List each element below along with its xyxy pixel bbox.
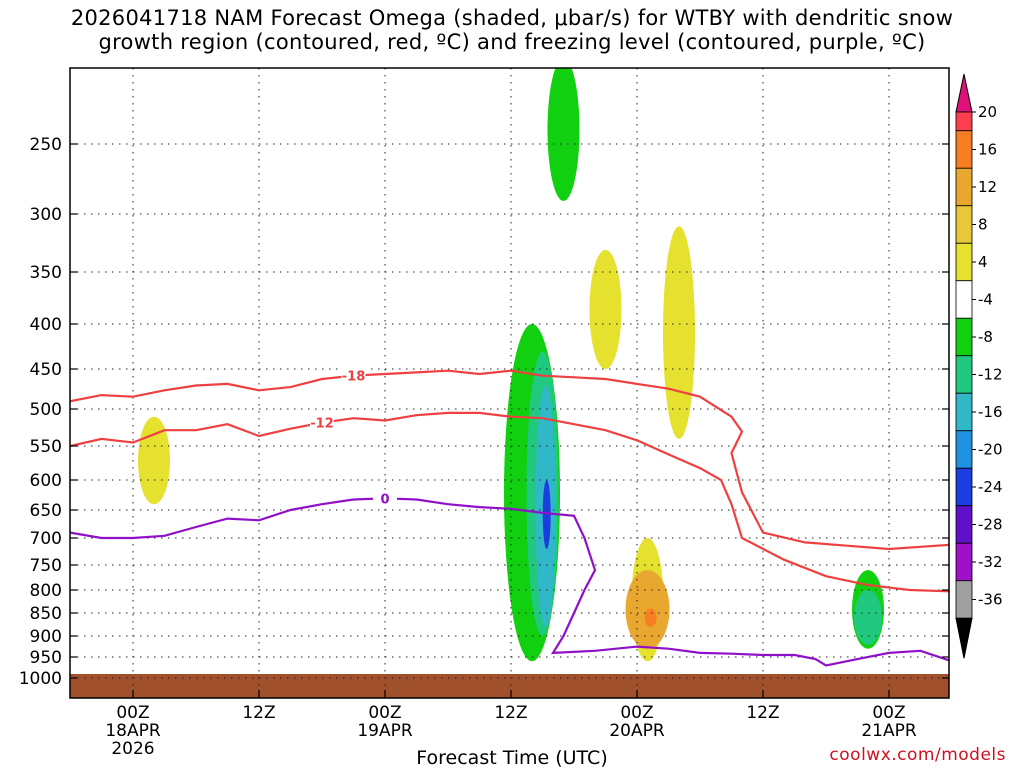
x-tick-label: 20APR [609, 721, 665, 741]
y-tick-label: 650 [30, 501, 62, 521]
x-tick-label: 00Z [620, 703, 653, 723]
y-tick-label: 250 [30, 135, 62, 155]
colorbar-label: -32 [978, 553, 1003, 571]
x-tick-label: 00Z [116, 703, 149, 723]
x-tick-label: 2026 [111, 739, 154, 759]
x-tick-label: 12Z [242, 703, 275, 723]
colorbar-swatch [955, 280, 973, 319]
y-tick-label: 750 [30, 556, 62, 576]
x-tick-label: 19APR [357, 721, 413, 741]
colorbar-swatch [955, 430, 973, 469]
y-tick-label: 900 [30, 627, 62, 647]
plot-frame [69, 67, 950, 699]
omega-area-4 [547, 68, 580, 201]
x-axis-label: Forecast Time (UTC) [416, 747, 608, 769]
contour-label-bg [341, 367, 366, 383]
colorbar-swatch [955, 542, 973, 582]
title-line-2: growth region (contoured, red, ºC) and f… [98, 30, 926, 54]
y-tick-label: 600 [30, 471, 62, 491]
x-tick-label: 21APR [861, 721, 917, 741]
site-credit: coolwx.com/models [829, 745, 1006, 765]
contour-label--12: -12 [310, 417, 334, 432]
colorbar-swatch [955, 242, 973, 282]
contour-label-bg [310, 414, 334, 430]
title-line-1: 2026041718 NAM Forecast Omega (shaded, μ… [70, 6, 954, 30]
colorbar-swatch [955, 167, 973, 207]
colorbar-label: -28 [978, 516, 1003, 534]
omega-area-1 [589, 249, 622, 369]
x-tick-label: 12Z [494, 703, 527, 723]
colorbar-label: -24 [978, 478, 1003, 496]
colorbar-swatch [955, 580, 973, 619]
colorbar-label: -8 [978, 328, 993, 346]
y-tick-label: 700 [30, 529, 62, 549]
colorbar-swatch [955, 355, 973, 394]
y-tick-label: 550 [30, 437, 62, 457]
colorbar-label: 4 [978, 253, 988, 271]
omega-core-5 [854, 590, 882, 645]
colorbar-swatch [955, 130, 973, 169]
colorbar-label: 20 [978, 103, 997, 121]
colorbar-label: -36 [978, 591, 1003, 609]
contour-0 [70, 497, 949, 667]
colorbar-label: 16 [978, 141, 997, 159]
chart-title: 2026041718 NAM Forecast Omega (shaded, μ… [0, 6, 1024, 54]
x-tick-label: 18APR [105, 721, 161, 741]
colorbar-swatch [955, 467, 973, 507]
omega-core-3 [625, 570, 670, 649]
y-tick-label: 500 [30, 400, 62, 420]
y-tick-label: 300 [30, 205, 62, 225]
contour-label-0: 0 [380, 492, 389, 507]
colorbar-label: -12 [978, 366, 1003, 384]
ground-surface [70, 674, 949, 698]
colorbar-label: -20 [978, 441, 1003, 459]
contour--12 [70, 411, 949, 593]
colorbar-label: -4 [978, 291, 993, 309]
x-tick-label: 12Z [746, 703, 779, 723]
x-tick-label: 00Z [872, 703, 905, 723]
colorbar-label: 8 [978, 216, 988, 234]
omega-core-2 [542, 480, 551, 550]
colorbar-swatch [955, 317, 973, 357]
x-tick-label: 00Z [368, 703, 401, 723]
colorbar-top-arrow [955, 73, 973, 113]
colorbar-label: 12 [978, 178, 997, 196]
colorbar-swatch [955, 111, 973, 132]
colorbar-bottom-arrow [955, 617, 973, 659]
y-tick-label: 1000 [19, 669, 62, 689]
contour-label--18: -18 [342, 370, 366, 385]
y-tick-label: 950 [30, 648, 62, 668]
colorbar-swatch [955, 205, 973, 244]
y-tick-label: 400 [30, 315, 62, 335]
y-tick-label: 850 [30, 604, 62, 624]
omega-core-4 [644, 608, 657, 627]
y-tick-label: 350 [30, 263, 62, 283]
y-tick-label: 450 [30, 360, 62, 380]
contour--18 [70, 369, 949, 551]
y-tick-label: 800 [30, 581, 62, 601]
contour-label-bg [373, 490, 397, 506]
omega-area-2 [663, 226, 695, 439]
colorbar-swatch [955, 392, 973, 432]
colorbar-swatch [955, 505, 973, 544]
colorbar-label: -16 [978, 403, 1003, 421]
